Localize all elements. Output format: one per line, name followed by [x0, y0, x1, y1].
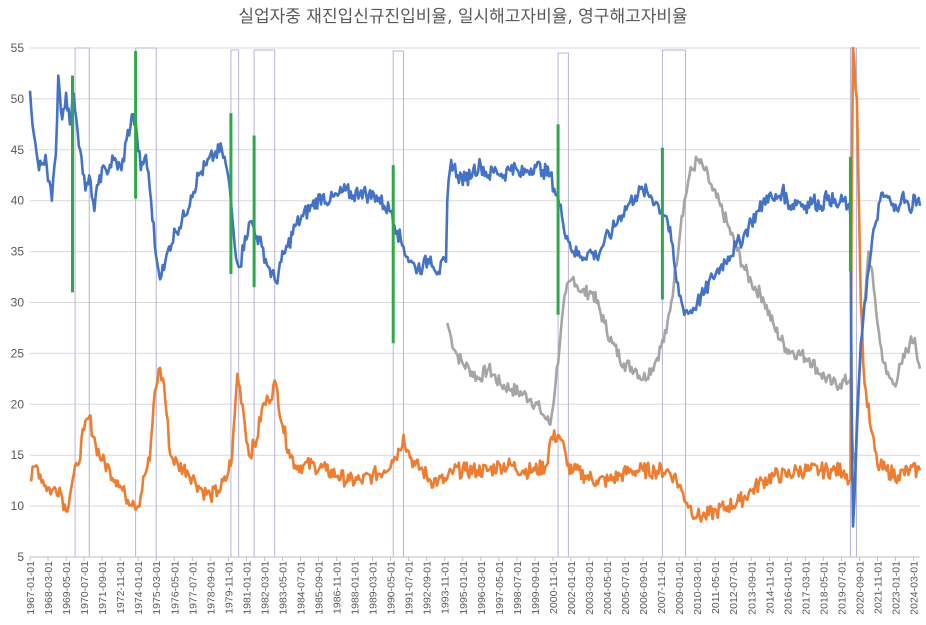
chart-title: 실업자중 재진입신규진입비율, 일시해고자비율, 영구해고자비율 [238, 7, 687, 27]
x-tick-label: 2020-09-01 [854, 561, 866, 615]
x-tick-label: 1996-03-01 [476, 561, 488, 615]
x-tick-label: 2012-07-01 [728, 561, 740, 615]
y-tick-label: 40 [11, 194, 25, 208]
x-tick-label: 1992-09-01 [422, 561, 434, 615]
x-tick-label: 1969-05-01 [61, 561, 73, 615]
x-tick-label: 1989-03-01 [368, 561, 380, 615]
green-markers [71, 51, 852, 344]
y-tick-label: 45 [11, 143, 25, 157]
y-tick-label: 25 [11, 346, 25, 360]
x-tick-label: 1976-05-01 [169, 561, 181, 615]
x-tick-label: 1983-05-01 [277, 561, 289, 615]
recession-box [392, 50, 405, 558]
x-tick-label: 2016-01-01 [782, 561, 794, 615]
x-tick-label: 1999-09-01 [530, 561, 542, 615]
x-tick-label: 2024-03-01 [909, 561, 921, 615]
x-tick-label: 1993-11-01 [440, 561, 452, 614]
recession-box [253, 49, 276, 558]
x-tick-label: 1981-01-01 [241, 561, 253, 615]
x-tick-label: 2009-01-01 [674, 561, 686, 615]
x-tick-label: 2019-07-01 [836, 561, 848, 615]
x-tick-label: 1974-01-01 [133, 561, 145, 615]
x-tick-label: 1972-11-01 [115, 561, 127, 614]
y-tick-label: 20 [11, 397, 25, 411]
x-tick-label: 1977-07-01 [187, 561, 199, 615]
y-tick-label: 30 [11, 296, 25, 310]
x-tick-label: 1975-03-01 [151, 561, 163, 615]
y-axis: 5 10 15 20 25 30 35 40 45 50 55 [11, 41, 920, 564]
x-tick-label: 2014-11-01 [764, 561, 776, 614]
x-tick-label: 1982-03-01 [259, 561, 271, 615]
x-tick-label: 1978-09-01 [205, 561, 217, 615]
y-tick-label: 10 [11, 499, 25, 513]
x-tick-label: 2004-05-01 [602, 561, 614, 615]
x-tick-label: 1979-11-01 [223, 561, 235, 614]
x-tick-label: 2002-01-01 [566, 561, 578, 615]
x-tick-label: 2005-07-01 [620, 561, 632, 615]
x-axis: 1967-01-01 1968-03-01 1969-05-01 1970-07-01… [25, 557, 921, 615]
y-tick-label: 15 [11, 448, 25, 462]
x-tick-label: 1998-07-01 [512, 561, 524, 615]
x-tick-label: 2006-09-01 [638, 561, 650, 615]
x-tick-label: 2011-05-01 [710, 561, 722, 614]
x-tick-label: 1995-01-01 [458, 561, 470, 615]
series-line-permanent_layoff [446, 155, 922, 467]
y-tick-label: 5 [17, 550, 24, 564]
x-tick-label: 1991-07-01 [404, 561, 416, 615]
x-tick-label: 2017-03-01 [800, 561, 812, 615]
y-tick-label: 50 [11, 92, 25, 106]
x-tick-label: 1971-09-01 [97, 561, 109, 615]
x-tick-label: 2010-03-01 [692, 561, 704, 615]
x-tick-label: 1970-07-01 [79, 561, 91, 615]
y-tick-label: 55 [11, 41, 25, 55]
x-tick-label: 2003-03-01 [584, 561, 596, 615]
x-tick-label: 1990-05-01 [386, 561, 398, 615]
x-tick-label: 2021-11-01 [872, 561, 884, 614]
x-tick-label: 1968-03-01 [43, 561, 55, 615]
gridlines [30, 47, 920, 558]
x-tick-label: 2013-09-01 [746, 561, 758, 615]
x-tick-label: 1984-07-01 [295, 561, 307, 615]
x-tick-label: 1986-11-01 [332, 561, 344, 614]
x-tick-label: 2018-05-01 [818, 561, 830, 615]
series-lines [28, 46, 922, 528]
series-line-reentrant_new [28, 74, 922, 528]
x-tick-label: 1988-01-01 [350, 561, 362, 615]
x-tick-label: 2007-11-01 [656, 561, 668, 614]
x-tick-label: 1997-05-01 [494, 561, 506, 615]
series-line-temporary_layoff [29, 46, 922, 523]
y-tick-label: 35 [11, 245, 25, 259]
x-tick-label: 1967-01-01 [25, 561, 37, 615]
x-tick-label: 2023-01-01 [891, 561, 903, 615]
x-tick-label: 2000-11-01 [548, 561, 560, 614]
x-tick-label: 1985-09-01 [314, 561, 326, 615]
